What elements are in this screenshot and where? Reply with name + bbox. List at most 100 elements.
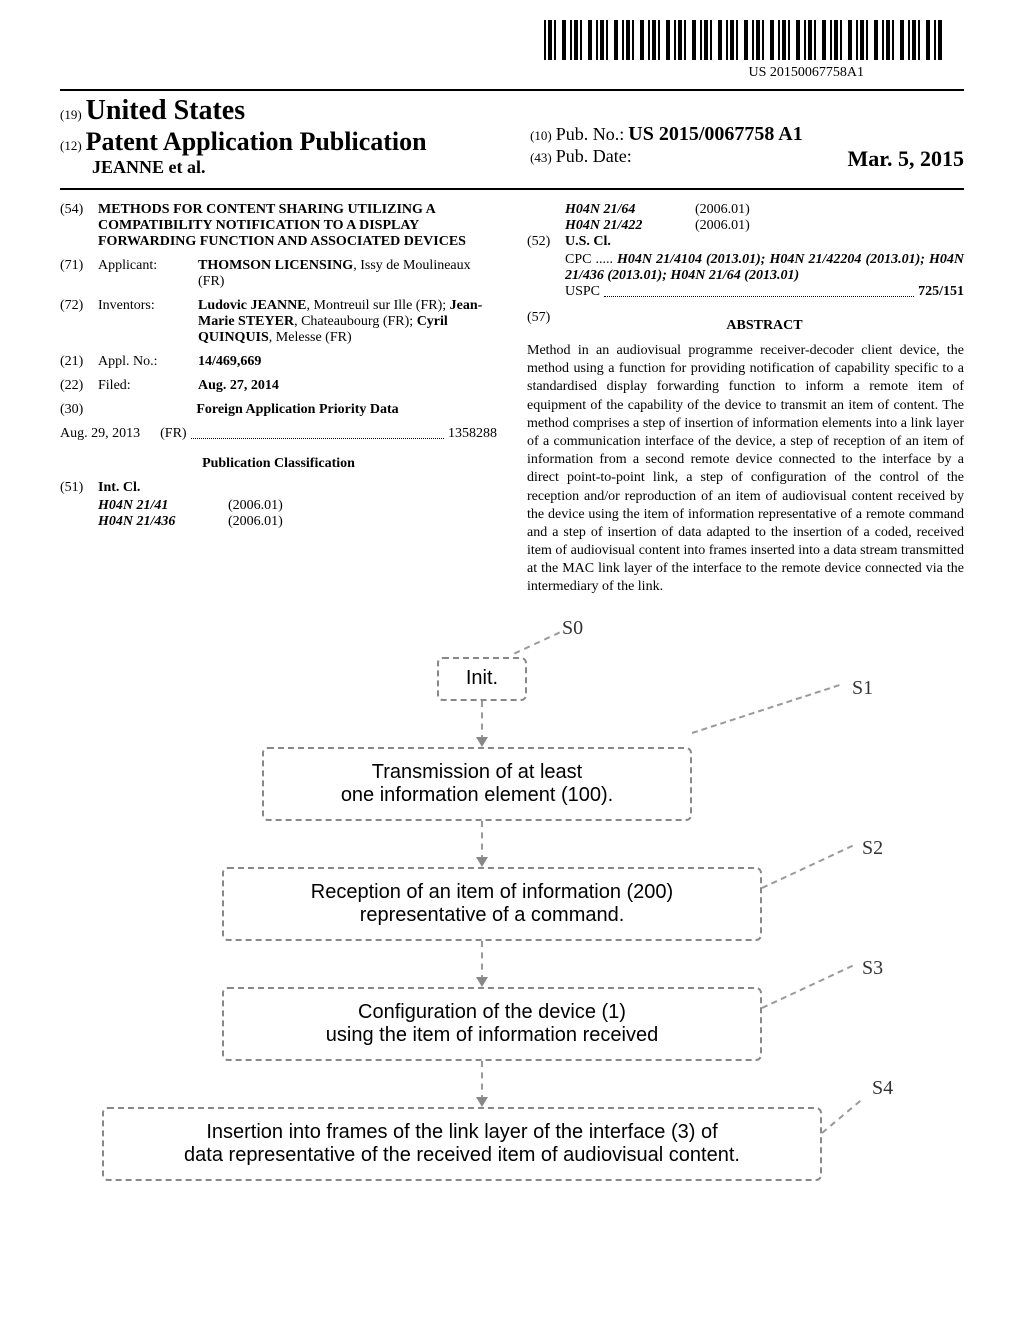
uspc-label: USPC: [565, 284, 600, 300]
field-10: (10): [530, 128, 552, 143]
body-columns: (54) METHODS FOR CONTENT SHARING UTILIZI…: [60, 202, 964, 597]
flow-label-s2: S2: [862, 837, 883, 860]
inventors-body: Ludovic JEANNE, Montreuil sur Ille (FR);…: [198, 298, 497, 346]
inventor-1: Ludovic JEANNE: [198, 298, 307, 313]
pubno-label: Pub. No.:: [556, 124, 625, 144]
pubdate-label: Pub. Date:: [556, 146, 632, 166]
arrow-0-1: [481, 701, 483, 741]
intcl-list-cont: H04N 21/64 (2006.01) H04N 21/422 (2006.0…: [527, 202, 964, 234]
connector-s0: [514, 631, 560, 654]
filed-value: Aug. 27, 2014: [198, 378, 497, 394]
left-column: (54) METHODS FOR CONTENT SHARING UTILIZI…: [60, 202, 497, 597]
flow-label-s0: S0: [562, 617, 583, 640]
flow-node-s4: Insertion into frames of the link layer …: [102, 1107, 822, 1181]
field-52: (52) U.S. Cl.: [527, 234, 964, 250]
authors-row: JEANNE et al.: [60, 157, 494, 178]
connector-s4: [821, 1100, 861, 1134]
field-51: (51) Int. Cl.: [60, 480, 497, 496]
field-22-num: (22): [60, 378, 98, 394]
flow-node-s3-line1: Configuration of the device (1): [358, 1001, 626, 1024]
field-72: (72) Inventors: Ludovic JEANNE, Montreui…: [60, 298, 497, 346]
priority-number: 1358288: [448, 426, 497, 442]
field-12: (12): [60, 138, 82, 153]
flow-label-s4: S4: [872, 1077, 893, 1100]
intcl-label: Int. Cl.: [98, 480, 497, 496]
intcl-ver: (2006.01): [695, 202, 750, 218]
flow-node-s3: Configuration of the device (1) using th…: [222, 987, 762, 1061]
abstract-heading: ABSTRACT: [565, 318, 964, 334]
cpc-block: CPC ..... H04N 21/4104 (2013.01); H04N 2…: [527, 252, 964, 284]
flow-label-s3: S3: [862, 957, 883, 980]
inventor-2-suffix: , Chateaubourg (FR);: [294, 314, 417, 329]
header-left: (19) United States (12) Patent Applicati…: [60, 95, 494, 178]
field-71-num: (71): [60, 258, 98, 290]
inventors-label: Inventors:: [98, 298, 198, 346]
arrow-head-icon: [476, 1097, 488, 1107]
country-name: United States: [86, 95, 245, 126]
cpc-body: H04N 21/4104 (2013.01); H04N 21/42204 (2…: [565, 252, 964, 283]
uscl-label: U.S. Cl.: [565, 234, 964, 250]
dotted-leader: [191, 426, 444, 439]
field-54: (54) METHODS FOR CONTENT SHARING UTILIZI…: [60, 202, 497, 250]
pubno-row: (10) Pub. No.: US 2015/0067758 A1: [530, 123, 964, 146]
flow-node-s3-line2: using the item of information received: [326, 1024, 658, 1047]
field-51-num: (51): [60, 480, 98, 496]
flow-node-s2-line2: representative of a command.: [360, 904, 625, 927]
filed-label: Filed:: [98, 378, 198, 394]
connector-s3: [762, 964, 853, 1008]
country-row: (19) United States: [60, 95, 494, 127]
header-block: (19) United States (12) Patent Applicati…: [60, 91, 964, 184]
field-21-num: (21): [60, 354, 98, 370]
priority-label: Foreign Application Priority Data: [98, 402, 497, 418]
priority-country: (FR): [160, 426, 186, 442]
intcl-row: H04N 21/422 (2006.01): [565, 218, 964, 234]
header-rule-bottom: [60, 188, 964, 190]
flow-node-init-text: Init.: [466, 667, 498, 690]
intcl-ver: (2006.01): [695, 218, 750, 234]
intcl-code: H04N 21/422: [565, 218, 695, 234]
arrow-1-2: [481, 821, 483, 861]
dotted-leader: [604, 284, 914, 297]
field-72-num: (72): [60, 298, 98, 346]
authors: JEANNE et al.: [92, 157, 206, 177]
flow-node-s1-line1: Transmission of at least: [372, 761, 582, 784]
field-57: (57) ABSTRACT: [527, 310, 964, 342]
inventor-3-suffix: , Melesse (FR): [269, 330, 352, 345]
field-30-num: (30): [60, 402, 98, 418]
intcl-ver: (2006.01): [228, 498, 283, 514]
intcl-code: H04N 21/436: [98, 514, 228, 530]
priority-date: Aug. 29, 2013: [60, 426, 140, 442]
field-57-num: (57): [527, 310, 565, 342]
flow-node-s1-line2: one information element (100).: [341, 784, 613, 807]
inventor-1-suffix: , Montreuil sur Ille (FR);: [307, 298, 450, 313]
pubdate-value: Mar. 5, 2015: [847, 146, 964, 172]
applicant-name: THOMSON LICENSING: [198, 258, 353, 273]
flow-node-s4-line1: Insertion into frames of the link layer …: [206, 1121, 717, 1144]
field-22: (22) Filed: Aug. 27, 2014: [60, 378, 497, 394]
abstract-body: Method in an audiovisual programme recei…: [527, 342, 964, 597]
flow-node-s4-line2: data representative of the received item…: [184, 1144, 740, 1167]
flowchart: S0 S1 S2 S3 S4 Init. Transmission of at …: [92, 637, 932, 1257]
applicant-body: THOMSON LICENSING, Issy de Moulineaux (F…: [198, 258, 497, 290]
field-52-num: (52): [527, 234, 565, 250]
intcl-code: H04N 21/64: [565, 202, 695, 218]
barcode-icon: [544, 20, 944, 60]
connector-s2: [762, 844, 853, 888]
right-column: H04N 21/64 (2006.01) H04N 21/422 (2006.0…: [527, 202, 964, 597]
invention-title: METHODS FOR CONTENT SHARING UTILIZING A …: [98, 202, 497, 250]
arrow-3-4: [481, 1061, 483, 1101]
intcl-row: H04N 21/436 (2006.01): [98, 514, 497, 530]
flow-node-s2: Reception of an item of information (200…: [222, 867, 762, 941]
field-30: (30) Foreign Application Priority Data: [60, 402, 497, 418]
intcl-code: H04N 21/41: [98, 498, 228, 514]
flow-node-s2-line1: Reception of an item of information (200…: [311, 881, 673, 904]
arrow-head-icon: [476, 977, 488, 987]
field-54-num: (54): [60, 202, 98, 250]
arrow-head-icon: [476, 857, 488, 867]
uspc-row: USPC 725/151: [527, 284, 964, 300]
barcode-row: [60, 20, 964, 65]
field-19: (19): [60, 107, 82, 122]
priority-row: Aug. 29, 2013 (FR) 1358288: [60, 426, 497, 442]
patent-page: US 20150067758A1 (19) United States (12)…: [0, 0, 1024, 1297]
applicant-label: Applicant:: [98, 258, 198, 290]
